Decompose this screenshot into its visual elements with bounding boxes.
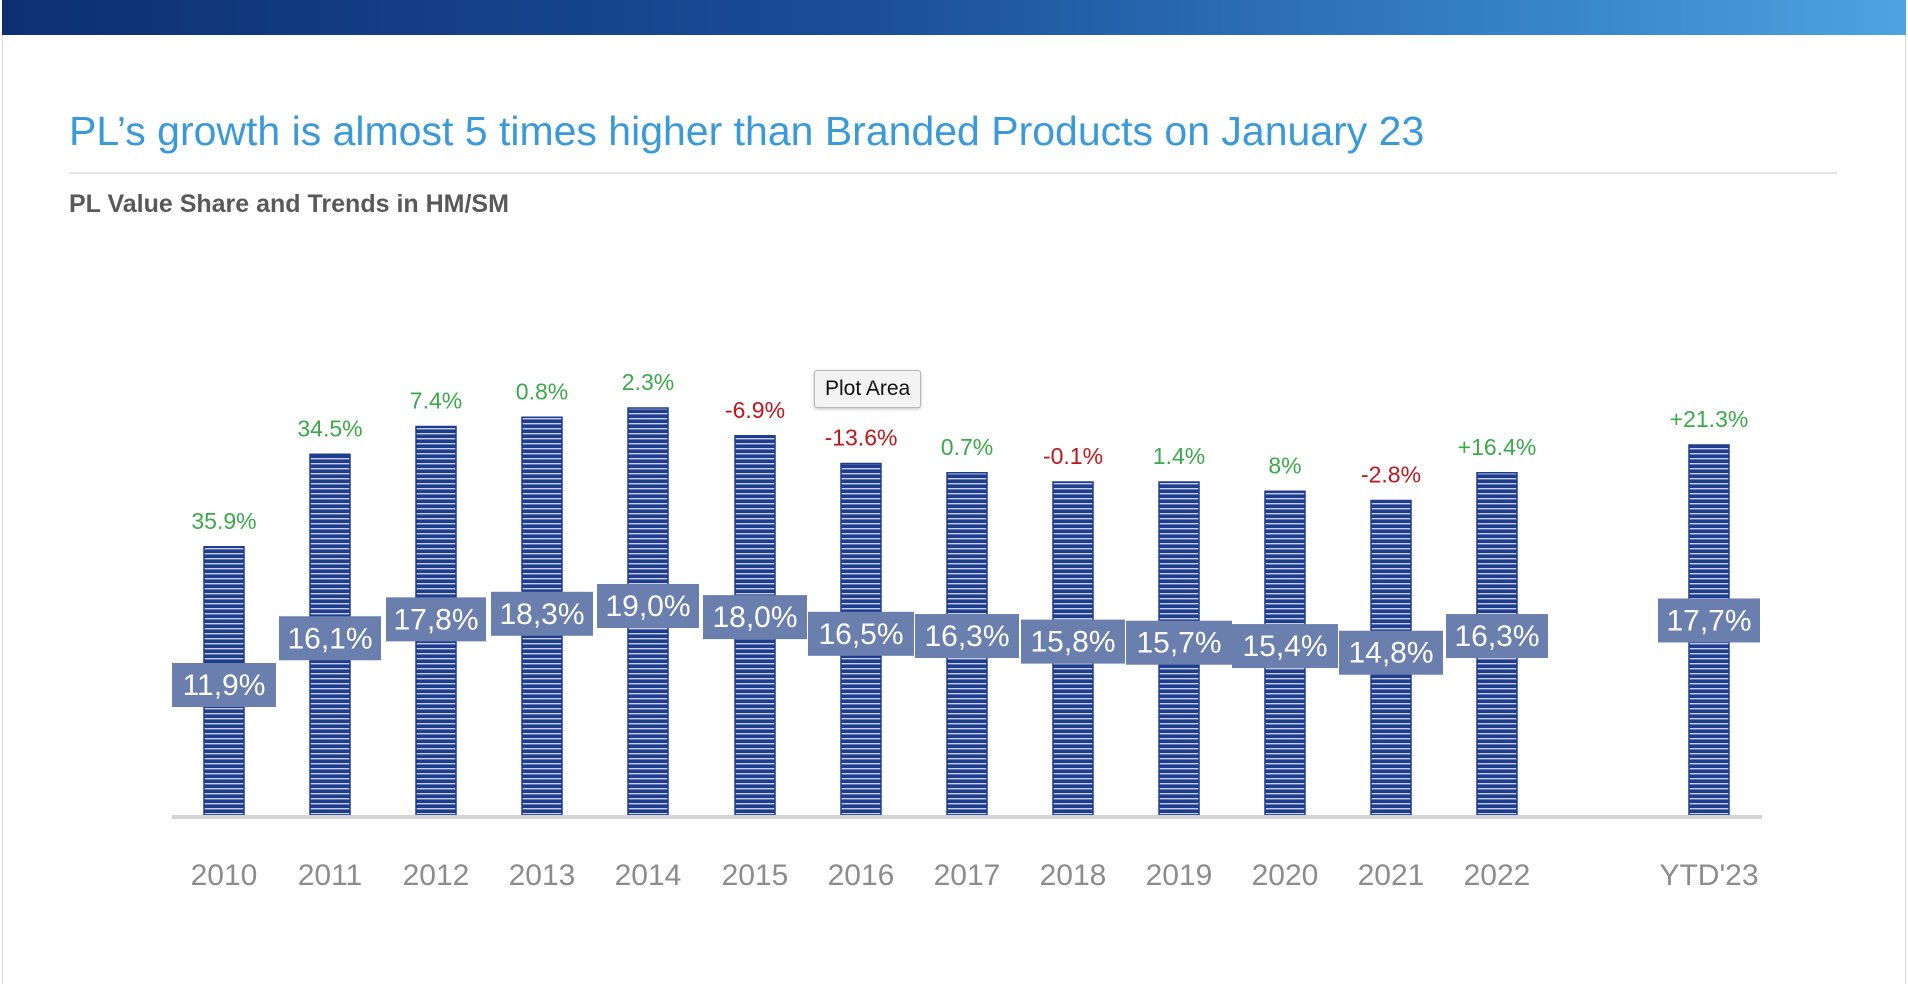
share-label-text: 16,3% [1454,620,1539,653]
share-label-bg [808,611,914,656]
share-label-YTD'23: 17,7% [1658,598,1760,643]
share-label-2014: 19,0% [597,584,699,628]
share-label-bg [1021,619,1125,664]
labels-layer: 35.9% 11,9% 2010 34.5% 16,1% 2011 7.4% 17,8% 201… [172,369,1760,892]
share-label-2021: 14,8% [1339,630,1443,675]
share-label-2011: 16,1% [279,616,381,661]
x-tick-2010: 2010 [191,859,258,892]
growth-label-2020: 8% [1268,452,1301,478]
share-label-text: 14,8% [1348,637,1433,670]
share-label-text: 18,3% [499,598,584,631]
share-label-bg [172,663,276,707]
share-label-2017: 16,3% [915,614,1019,659]
x-tick-2013: 2013 [509,859,576,892]
share-label-text: 17,8% [393,603,478,636]
plot-area-tooltip: Plot Area [814,370,922,408]
share-label-text: 16,5% [818,618,903,651]
share-label-text: 15,7% [1136,627,1221,660]
share-label-2019: 15,7% [1126,620,1232,665]
growth-label-2019: 1.4% [1153,443,1205,469]
share-label-text: 18,0% [712,601,797,634]
share-label-text: 17,7% [1666,604,1751,637]
growth-label-2017: 0.7% [941,434,993,460]
share-label-text: 11,9% [183,669,266,702]
x-tick-YTD'23: YTD'23 [1659,859,1758,892]
share-label-bg [1126,620,1232,665]
x-tick-2021: 2021 [1358,859,1425,892]
share-label-bg [703,595,807,640]
share-label-text: 16,1% [287,622,372,655]
slide-title: PL’s growth is almost 5 times higher tha… [69,108,1425,154]
share-label-bg [1339,630,1443,675]
share-label-text: 15,8% [1030,626,1115,659]
share-label-bg [597,584,699,628]
growth-label-2021: -2.8% [1361,462,1421,488]
growth-label-2013: 0.8% [516,378,568,404]
share-label-bg [279,616,381,661]
share-label-text: 16,3% [924,620,1009,653]
header-band [2,0,1906,35]
share-label-bg [915,614,1019,659]
share-label-bg [1232,624,1338,669]
share-label-2018: 15,8% [1021,619,1125,664]
chart-subtitle: PL Value Share and Trends in HM/SM [69,190,509,218]
growth-label-2014: 2.3% [622,369,674,395]
share-label-text: 19,0% [605,590,690,623]
share-label-2022: 16,3% [1446,614,1548,659]
growth-label-YTD'23: +21.3% [1670,406,1749,432]
share-label-2015: 18,0% [703,595,807,640]
growth-label-2018: -0.1% [1043,443,1103,469]
growth-label-2022: +16.4% [1458,434,1537,460]
title-divider [69,172,1837,174]
x-tick-2012: 2012 [403,859,470,892]
share-label-bg [386,597,486,642]
share-label-2010: 11,9% [172,663,276,707]
x-tick-2016: 2016 [828,859,895,892]
growth-label-2016: -13.6% [825,425,898,451]
share-label-bg [1658,598,1760,643]
x-tick-2022: 2022 [1464,859,1531,892]
share-label-2020: 15,4% [1232,624,1338,669]
x-tick-2011: 2011 [298,859,363,892]
share-label-text: 15,4% [1242,630,1327,663]
x-tick-2019: 2019 [1146,859,1213,892]
x-tick-2017: 2017 [934,859,1001,892]
share-label-bg [1446,614,1548,659]
share-label-bg [491,591,593,636]
x-tick-2020: 2020 [1252,859,1319,892]
growth-label-2010: 35.9% [191,508,256,534]
growth-label-2015: -6.9% [725,397,785,423]
x-tick-2015: 2015 [722,859,789,892]
share-label-2012: 17,8% [386,597,486,642]
x-tick-2018: 2018 [1040,859,1107,892]
share-label-2016: 16,5% [808,611,914,656]
x-tick-2014: 2014 [615,859,682,892]
growth-label-2012: 7.4% [410,388,462,414]
share-label-2013: 18,3% [491,591,593,636]
growth-label-2011: 34.5% [297,415,362,441]
